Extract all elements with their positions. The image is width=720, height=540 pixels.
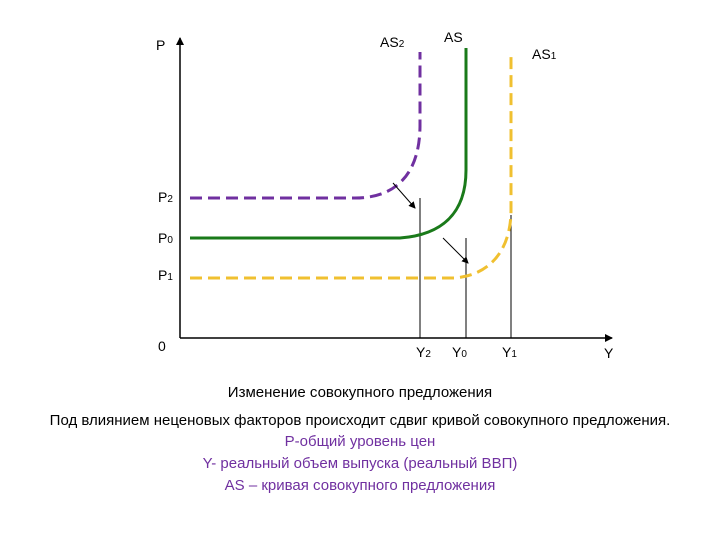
as1-curve [190, 55, 513, 280]
y-axis-label: P [156, 37, 165, 53]
diagram-caption: Изменение совокупного предложения [227, 384, 493, 401]
as1-curve-label: AS1 [532, 46, 557, 62]
as-curve [190, 48, 468, 240]
p0-label: P0 [158, 230, 173, 246]
as2-curve-label: AS2 [380, 34, 405, 50]
shift-arrow-left [392, 182, 416, 209]
as-curve-label: AS [444, 29, 463, 45]
legend: P-общий уровень цен Y- реальный объем вы… [0, 431, 720, 497]
y2-label: Y2 [416, 344, 431, 360]
legend-item-real-output: Y- реальный объем выпуска (реальный ВВП) [202, 455, 518, 472]
aggregate-supply-diagram: P Y 0 AS2 AS AS1 P2 P0 P1 Y2 Y0 Y1 [156, 29, 614, 361]
y0-label: Y0 [452, 344, 467, 360]
shift-arrow-right [442, 237, 469, 264]
diagram-description: Под влиянием неценовых факторов происход… [49, 412, 671, 429]
x-axis-label: Y [604, 345, 614, 361]
p1-label: P1 [158, 267, 173, 283]
legend-item-price-level: P-общий уровень цен [284, 433, 436, 450]
origin-label: 0 [158, 338, 166, 354]
legend-item-as-curve: AS – кривая совокупного предложения [224, 477, 496, 494]
y1-label: Y1 [502, 344, 517, 360]
caption-block: Изменение совокупного предложения Под вл… [0, 380, 720, 497]
p2-label: P2 [158, 189, 173, 205]
as2-curve [190, 52, 422, 200]
